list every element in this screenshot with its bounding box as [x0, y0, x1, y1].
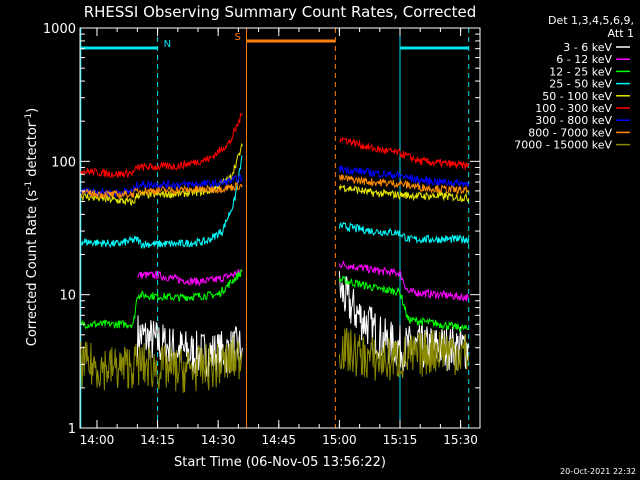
y-axis-label: Corrected Count Rate (s-1 detector-1) — [24, 108, 40, 346]
x-tick-label: 14:15 — [140, 433, 175, 447]
series-line-6 — [338, 165, 470, 188]
y-tick-label: 10 — [59, 289, 76, 304]
series-line-1 — [338, 260, 470, 302]
legend-label-2: 12 - 25 keV — [549, 65, 612, 78]
series-line-7 — [338, 174, 470, 196]
legend-label-4: 50 - 100 keV — [542, 90, 612, 103]
chart-title: RHESSI Observing Summary Count Rates, Co… — [84, 3, 477, 21]
x-tick-label: 15:30 — [443, 433, 478, 447]
flag-label-N: N — [164, 39, 171, 50]
x-tick-label: 14:30 — [201, 433, 236, 447]
legend-label-8: 7000 - 15000 keV — [514, 139, 612, 152]
series-line-1 — [137, 268, 243, 287]
series-line-8 — [338, 327, 470, 381]
legend-label-1: 6 - 12 keV — [556, 53, 612, 66]
y-tick-label: 1000 — [43, 22, 76, 37]
legend-label-7: 800 - 7000 keV — [528, 126, 612, 139]
x-tick-label: 15:00 — [322, 433, 357, 447]
series-line-4 — [80, 142, 243, 206]
series-lines — [80, 112, 470, 393]
series-line-3 — [338, 221, 470, 245]
timestamp: 20-Oct-2021 22:32 — [560, 467, 636, 476]
series-line-8 — [80, 336, 243, 393]
series-line-3 — [80, 155, 243, 250]
y-tick-label: 100 — [51, 155, 76, 170]
legend-label-0: 3 - 6 keV — [563, 41, 612, 54]
series-line-6 — [80, 174, 243, 198]
series-line-2 — [338, 274, 469, 334]
series-line-7 — [80, 181, 243, 200]
legend-label-3: 25 - 50 keV — [549, 78, 612, 91]
series-line-4 — [338, 183, 470, 203]
legend-label-5: 100 - 300 keV — [535, 102, 612, 115]
flag-label-S: S — [234, 32, 240, 43]
x-axis-label: Start Time (06-Nov-05 13:56:22) — [174, 455, 386, 470]
plot-frame — [79, 27, 481, 429]
axes: 14:00 14:15 14:30 14:45 15:00 15:15 15:30 1 10 10… — [43, 22, 481, 447]
x-tick-label: 15:15 — [383, 433, 418, 447]
flag-bars: NS — [80, 28, 470, 428]
x-tick-label: 14:00 — [80, 433, 115, 447]
y-tick-label: 1 — [68, 422, 76, 437]
legend-header-line-2: Att 1 — [608, 27, 634, 40]
series-line-5 — [80, 112, 243, 179]
x-tick-label: 14:45 — [261, 433, 296, 447]
series-line-2 — [80, 269, 243, 330]
series-line-5 — [339, 136, 470, 170]
legend-header-line-1: Det 1,3,4,5,6,9, — [548, 14, 634, 27]
legend-label-6: 300 - 800 keV — [535, 114, 612, 127]
